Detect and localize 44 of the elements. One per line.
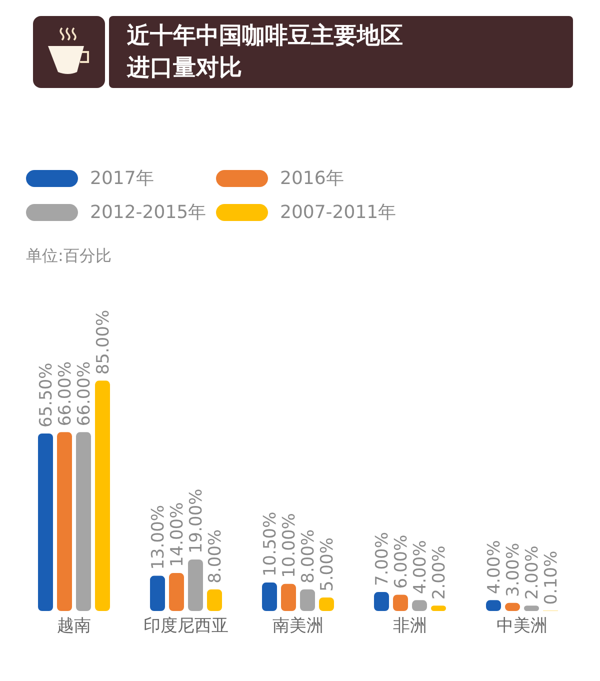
data-label: 2.00% [430, 546, 450, 600]
data-label: 85.00% [94, 310, 114, 375]
bar [169, 573, 184, 611]
legend-label: 2007-2011年 [280, 201, 396, 224]
legend-label: 2012-2015年 [90, 201, 206, 224]
data-label: 7.00% [372, 532, 392, 586]
bar [281, 584, 296, 611]
data-label: 65.50% [36, 362, 56, 428]
bar [207, 589, 222, 611]
data-label: 6.00% [392, 534, 412, 589]
data-label: 66.00% [56, 361, 76, 426]
data-label: 8.00% [298, 529, 318, 584]
bar [150, 576, 165, 611]
bar [57, 432, 72, 611]
legend-label: 2016年 [280, 167, 344, 190]
bar [374, 592, 389, 611]
x-tick-label: 印度尼西亚 [144, 616, 228, 636]
data-label: 66.00% [74, 361, 94, 426]
bar [188, 560, 203, 611]
data-label: 10.50% [260, 512, 280, 577]
data-label: 19.00% [186, 488, 206, 554]
data-label: 10.00% [280, 513, 300, 578]
data-label: 2.00% [522, 546, 542, 600]
text: 单位:百分比 [26, 246, 112, 267]
data-label: 4.00% [410, 540, 430, 594]
x-tick-label: 越南 [57, 616, 91, 636]
data-label: 4.00% [484, 540, 504, 594]
data-label: 0.10% [542, 550, 562, 605]
legend-label: 2017年 [90, 167, 154, 190]
bar [95, 380, 110, 611]
data-label: 3.00% [504, 542, 524, 597]
x-tick-label: 中美洲 [496, 616, 548, 636]
data-label: 14.00% [168, 502, 188, 568]
bar [393, 594, 408, 611]
data-label: 13.00% [148, 504, 168, 570]
bar [262, 582, 277, 611]
data-label: 8.00% [206, 529, 226, 584]
x-tick-label: 南美洲 [272, 616, 324, 636]
x-tick-label: 非洲 [393, 616, 427, 636]
chart-title: 近十年中国咖啡豆主要地区进口量对比 [127, 22, 404, 83]
data-label: 5.00% [318, 537, 338, 592]
bar [76, 432, 91, 611]
bar [38, 434, 53, 611]
bar [300, 589, 315, 611]
